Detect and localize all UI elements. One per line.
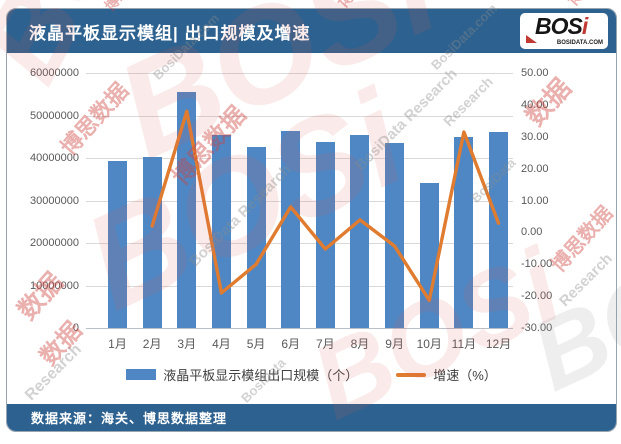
data-source-text: 数据来源：海关、博思数据整理 [31, 411, 228, 426]
bosi-logo: BOSi BOSIDATA.COM [520, 13, 608, 49]
bar-m3 [177, 92, 197, 328]
chart-header: 液晶平板显示模组| 出口规模及增速 BOSi BOSIDATA.COM [7, 9, 616, 53]
line-series-swatch [396, 372, 427, 377]
y-axis-left-tick: 60000000 [30, 67, 79, 79]
gridline [86, 115, 513, 117]
chart-area: 60000000 50000000 40000000 30000000 20000000… [7, 53, 616, 404]
bosi-logo-subtext: BOSIDATA.COM [556, 40, 603, 46]
x-axis-tick: 4月 [212, 337, 231, 351]
y-axis-right-tick: -30.00 [521, 322, 553, 334]
y-axis-left-tick: 20000000 [30, 237, 79, 249]
bar-m4 [211, 135, 231, 328]
y-axis-right-tick: 20.00 [521, 162, 549, 175]
y-axis-left-tick: 10000000 [30, 279, 79, 292]
x-axis-tick: 1月 [108, 337, 127, 351]
chart-footer: 数据来源：海关、博思数据整理 [7, 404, 616, 431]
bar-m6 [281, 131, 301, 328]
bar-m8 [350, 135, 370, 328]
bar-m9 [385, 142, 405, 328]
bosi-logo-text: BOSi [535, 13, 588, 39]
chart-legend: 液晶平板显示模组出口规模（个） 增速（%） [7, 365, 616, 384]
x-axis-tick: 7月 [315, 337, 335, 351]
y-axis-left-tick: 40000000 [30, 152, 79, 164]
legend-item-bars: 液晶平板显示模组出口规模（个） [126, 365, 358, 384]
bar-m11 [454, 137, 474, 328]
x-axis-tick: 9月 [385, 337, 404, 351]
y-axis-right-tick: -20.00 [521, 290, 553, 303]
bar-m2 [142, 156, 162, 328]
y-axis-right-tick: 0.00 [521, 226, 543, 239]
bar-m1 [108, 161, 127, 328]
x-axis-tick: 10月 [416, 337, 442, 351]
chart-card: 液晶平板显示模组| 出口规模及增速 BOSi BOSIDATA.COM 6000… [6, 8, 617, 432]
line-series-label: 增速（%） [433, 368, 497, 383]
y-axis-left-tick: 0 [72, 322, 79, 334]
y-axis-right-tick: 10.00 [521, 194, 549, 207]
page-title: 液晶平板显示模组| 出口规模及增速 [29, 23, 311, 43]
bosi-logo-triangle-icon [526, 35, 537, 43]
y-axis-right-tick: 30.00 [521, 130, 549, 143]
growth-line [150, 109, 501, 303]
bar-series-swatch [126, 369, 157, 380]
bar-m5 [246, 146, 266, 328]
y-axis-left-tick: 30000000 [30, 194, 79, 207]
x-axis-tick: 6月 [281, 337, 301, 351]
y-axis-right-tick: 40.00 [521, 98, 549, 111]
bar-series-label: 液晶平板显示模组出口规模（个） [163, 368, 359, 383]
x-axis-tick: 3月 [177, 337, 197, 351]
y-axis-right-tick: -10.00 [521, 258, 553, 271]
x-axis-tick: 5月 [246, 337, 266, 351]
bar-m12 [489, 132, 509, 328]
x-axis-tick: 8月 [350, 337, 370, 351]
gridline [86, 328, 513, 329]
x-axis-tick: 2月 [142, 337, 162, 351]
gridline [86, 73, 513, 74]
y-axis-right-tick: 50.00 [521, 67, 549, 79]
bar-m7 [315, 141, 335, 328]
y-axis-left-tick: 50000000 [30, 109, 79, 122]
x-axis-tick: 11月 [451, 337, 477, 351]
legend-item-line: 增速（%） [396, 365, 497, 384]
x-axis-tick: 12月 [485, 337, 512, 351]
